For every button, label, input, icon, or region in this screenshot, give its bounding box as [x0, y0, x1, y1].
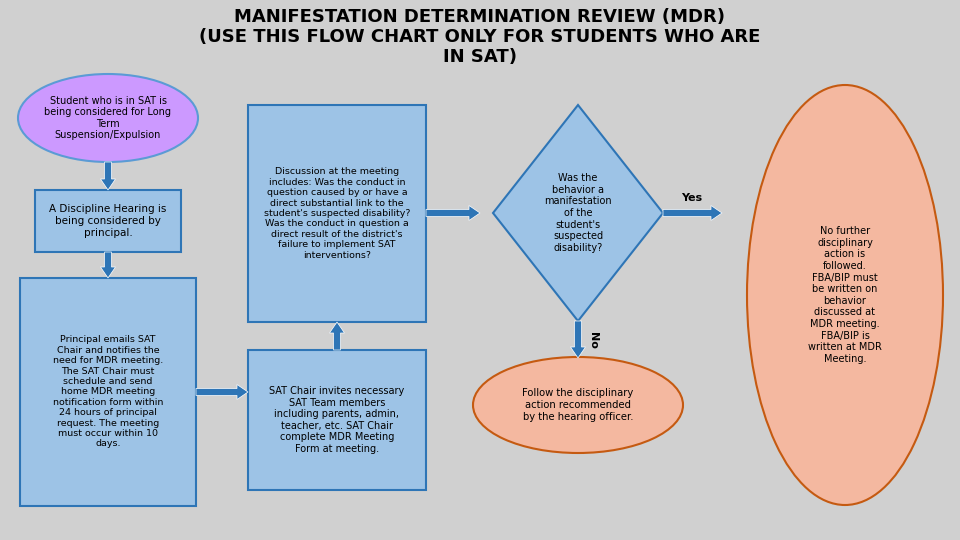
- Text: (USE THIS FLOW CHART ONLY FOR STUDENTS WHO ARE: (USE THIS FLOW CHART ONLY FOR STUDENTS W…: [200, 28, 760, 46]
- Text: Follow the disciplinary
action recommended
by the hearing officer.: Follow the disciplinary action recommend…: [522, 388, 634, 422]
- Text: Principal emails SAT
Chair and notifies the
need for MDR meeting.
The SAT Chair : Principal emails SAT Chair and notifies …: [53, 335, 163, 449]
- FancyBboxPatch shape: [35, 190, 181, 252]
- Ellipse shape: [18, 74, 198, 162]
- Text: Discussion at the meeting
includes: Was the conduct in
question caused by or hav: Discussion at the meeting includes: Was …: [264, 167, 410, 260]
- Polygon shape: [101, 252, 115, 278]
- Text: No: No: [588, 332, 598, 348]
- FancyBboxPatch shape: [248, 350, 426, 490]
- Polygon shape: [196, 384, 248, 400]
- Text: A Discipline Hearing is
being considered by
principal.: A Discipline Hearing is being considered…: [49, 205, 167, 238]
- Polygon shape: [570, 321, 586, 358]
- Polygon shape: [663, 206, 722, 220]
- Text: Yes: Yes: [682, 193, 703, 203]
- Polygon shape: [101, 162, 115, 190]
- Ellipse shape: [747, 85, 943, 505]
- Text: No further
disciplinary
action is
followed.
FBA/BIP must
be written on
behavior
: No further disciplinary action is follow…: [808, 226, 882, 364]
- Polygon shape: [426, 206, 480, 220]
- Ellipse shape: [473, 357, 683, 453]
- Polygon shape: [493, 105, 663, 321]
- FancyBboxPatch shape: [20, 278, 196, 506]
- Text: Was the
behavior a
manifestation
of the
student's
suspected
disability?: Was the behavior a manifestation of the …: [544, 173, 612, 253]
- Text: MANIFESTATION DETERMINATION REVIEW (MDR): MANIFESTATION DETERMINATION REVIEW (MDR): [234, 8, 726, 26]
- FancyBboxPatch shape: [248, 105, 426, 322]
- Text: SAT Chair invites necessary
SAT Team members
including parents, admin,
teacher, : SAT Chair invites necessary SAT Team mem…: [270, 386, 404, 454]
- Text: Student who is in SAT is
being considered for Long
Term
Suspension/Expulsion: Student who is in SAT is being considere…: [44, 96, 172, 140]
- Text: IN SAT): IN SAT): [443, 48, 517, 66]
- Polygon shape: [329, 322, 345, 350]
